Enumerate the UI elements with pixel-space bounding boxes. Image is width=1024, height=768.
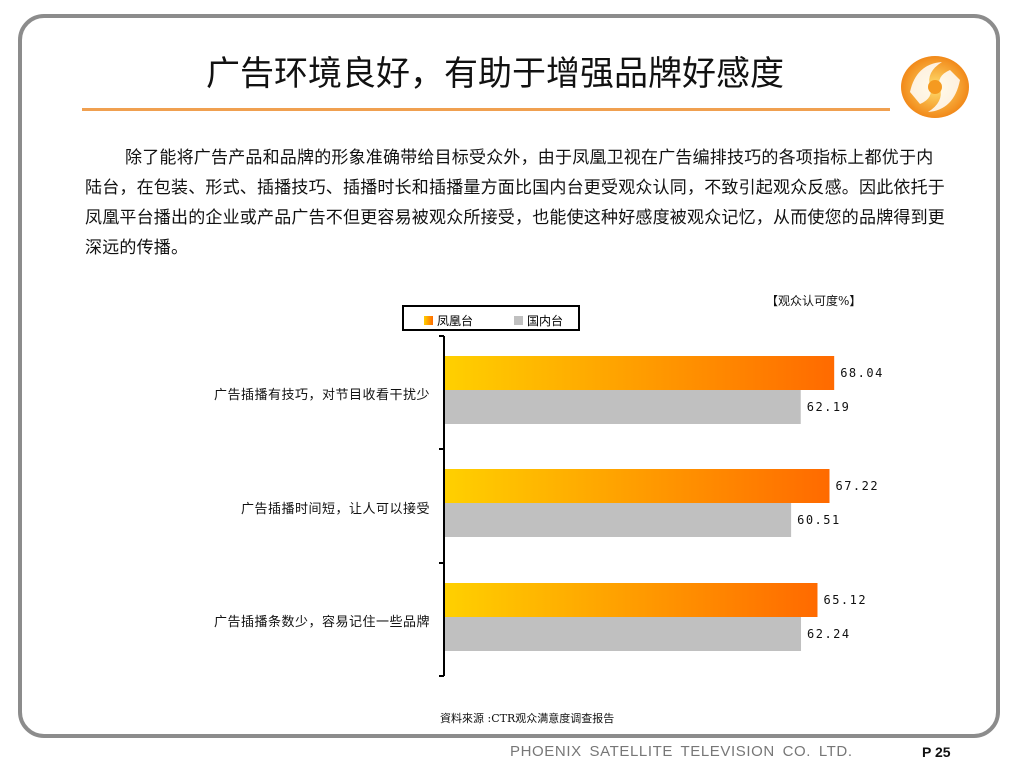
legend-swatch-phoenix	[424, 316, 433, 325]
phoenix-logo-icon	[901, 56, 969, 118]
bar-value-label: 60.51	[797, 513, 841, 527]
legend-label-phoenix: 凤凰台	[437, 314, 474, 328]
legend-swatch-domestic	[514, 316, 523, 325]
chart-legend: 凤凰台 国内台	[402, 305, 580, 331]
bar-value-label: 62.24	[807, 627, 851, 641]
legend-item-domestic: 国内台	[514, 312, 563, 329]
bar-domestic	[445, 617, 802, 651]
bar-value-label: 65.12	[823, 593, 867, 607]
legend-label-domestic: 国内台	[527, 314, 564, 328]
category-label: 广告插播时间短，让人可以接受	[240, 502, 430, 517]
data-source-note: 資料來源 :CTR观众满意度调查报告	[440, 712, 615, 725]
bar-phoenix	[445, 469, 830, 503]
bar-domestic	[445, 390, 801, 424]
chart-unit-note: 【观众认可度%】	[766, 294, 862, 308]
bar-value-label: 62.19	[807, 400, 851, 414]
bar-value-label: 68.04	[840, 366, 884, 380]
page-number: P 25	[922, 744, 951, 760]
bar-phoenix	[445, 356, 835, 390]
bar-domestic	[445, 503, 792, 537]
category-label: 广告插播有技巧，对节目收看干扰少	[213, 388, 430, 403]
bar-value-label: 67.22	[835, 479, 879, 493]
footer-company-name: PHOENIX SATELLITE TELEVISION CO. LTD.	[510, 743, 853, 760]
category-label: 广告插播条数少，容易记住一些品牌	[213, 615, 430, 630]
description-paragraph: 除了能将广告产品和品牌的形象准确带给目标受众外，由于凤凰卫视在广告编排技巧的各项…	[85, 148, 945, 258]
bar-phoenix	[445, 583, 818, 617]
legend-item-phoenix: 凤凰台	[424, 312, 473, 329]
title-underline	[82, 108, 890, 111]
slide-title: 广告环境良好，有助于增强品牌好感度	[206, 54, 784, 94]
